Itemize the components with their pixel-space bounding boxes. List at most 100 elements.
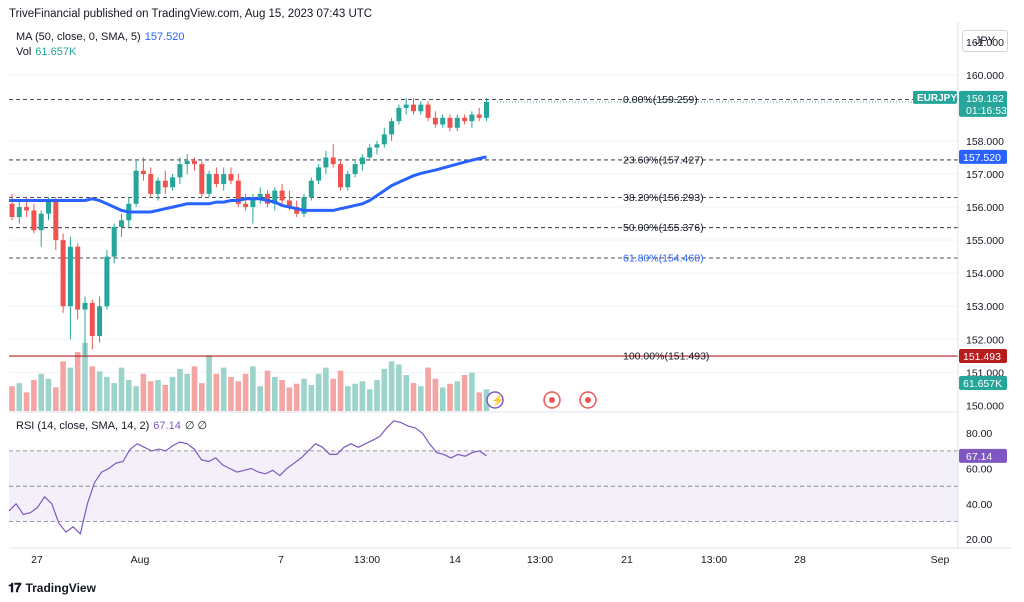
volume-bar bbox=[191, 366, 198, 411]
rsi-tick-label: 20.00 bbox=[966, 534, 992, 546]
candle-body bbox=[192, 160, 197, 165]
candle-body bbox=[155, 180, 161, 194]
volume-bar bbox=[323, 367, 329, 411]
rsi-value-label: 67.14 bbox=[966, 451, 992, 463]
candle-body bbox=[140, 170, 146, 175]
countdown-label: 01:16:53 bbox=[966, 105, 1007, 117]
rsi-legend-value: 67.14 bbox=[153, 420, 181, 432]
volume-bar bbox=[439, 387, 446, 411]
candle-body bbox=[352, 164, 358, 175]
volume-bar bbox=[89, 366, 96, 411]
price-tick-label: 153.000 bbox=[966, 301, 1004, 313]
currency-button[interactable]: JPY bbox=[962, 30, 1008, 52]
volume-bar bbox=[388, 361, 395, 411]
price-tick-label: 150.000 bbox=[966, 400, 1004, 412]
candle-body bbox=[170, 177, 176, 188]
volume-bar bbox=[330, 378, 336, 411]
candle-body bbox=[316, 167, 322, 181]
ma-legend-label: MA (50, close, 0, SMA, 5) bbox=[16, 31, 141, 43]
candle-body bbox=[440, 117, 446, 125]
candle-body bbox=[462, 117, 468, 122]
candle-body bbox=[162, 180, 168, 188]
time-tick-label: 13:00 bbox=[701, 554, 727, 566]
volume-bar bbox=[133, 386, 139, 411]
candle-body bbox=[46, 200, 51, 214]
time-tick-label: 7 bbox=[278, 554, 284, 566]
volume-bar bbox=[381, 368, 388, 411]
rsi-tick-label: 80.00 bbox=[966, 428, 992, 440]
economic-event-dot bbox=[549, 397, 555, 403]
candle-body bbox=[381, 134, 387, 145]
volume-bar bbox=[74, 352, 81, 411]
candle-body bbox=[476, 114, 482, 118]
fib-label: 38.20%(156.293) bbox=[623, 192, 704, 204]
price-axis: 151.000152.000153.000154.000155.000156.0… bbox=[966, 37, 1004, 413]
candle-body bbox=[308, 180, 314, 198]
volume-bar bbox=[257, 386, 263, 411]
volume-bar bbox=[155, 380, 161, 411]
candle-body bbox=[447, 117, 453, 128]
volume-bar bbox=[16, 383, 23, 411]
vol-legend[interactable]: Vol 61.657K bbox=[16, 46, 76, 58]
ma-price-label-bg bbox=[959, 149, 1007, 164]
publisher-header: TriveFinancial published on TradingView.… bbox=[9, 8, 373, 20]
candle-body bbox=[338, 164, 343, 188]
rsi-band-fill bbox=[9, 450, 958, 522]
volume-bar bbox=[45, 378, 52, 411]
volume-bar bbox=[403, 375, 409, 411]
rsi-legend-label: RSI (14, close, SMA, 14, 2) bbox=[16, 420, 150, 432]
volume-bar bbox=[104, 376, 110, 411]
footer-brand[interactable]: 𝟏𝟕 TradingView bbox=[8, 580, 96, 596]
volume-bar bbox=[418, 386, 424, 411]
candle-body bbox=[38, 213, 44, 231]
candle-body bbox=[199, 164, 205, 194]
volume-bar bbox=[118, 367, 125, 411]
candle-body bbox=[484, 101, 489, 118]
candle-body bbox=[367, 147, 373, 158]
volume-bar bbox=[301, 378, 307, 411]
candle-body bbox=[221, 174, 227, 184]
volume-bar bbox=[31, 380, 37, 411]
volume-bar bbox=[228, 376, 234, 411]
volume-bar bbox=[177, 368, 183, 411]
volume-bars bbox=[9, 342, 490, 411]
candle-body bbox=[323, 157, 329, 168]
price-tick-label: 160.000 bbox=[966, 70, 1004, 82]
volume-bar bbox=[9, 386, 15, 411]
volume-bar bbox=[366, 389, 373, 411]
time-tick-label: 28 bbox=[794, 554, 806, 566]
candle-body bbox=[257, 193, 263, 198]
symbol-tag: EURJPY bbox=[917, 93, 957, 104]
rsi-legend[interactable]: RSI (14, close, SMA, 14, 2) 67.14 ∅ ∅ bbox=[16, 419, 207, 432]
candle-body bbox=[9, 203, 15, 217]
last-price-label: 159.182 bbox=[966, 93, 1004, 105]
volume-price-label-bg bbox=[959, 376, 1007, 390]
footer-brand-label: TradingView bbox=[25, 581, 96, 595]
price-grid bbox=[9, 74, 958, 373]
lightning-glyph: ⚡ bbox=[491, 394, 505, 407]
candle-body bbox=[250, 197, 256, 208]
volume-bar bbox=[206, 355, 212, 411]
price-tick-label: 161.000 bbox=[966, 37, 1004, 49]
time-tick-label: 27 bbox=[31, 554, 43, 566]
time-tick-label: Aug bbox=[131, 554, 150, 566]
price-tick-label: 154.000 bbox=[966, 268, 1004, 280]
volume-bar bbox=[220, 367, 227, 411]
candle-body bbox=[53, 200, 59, 241]
candle-body bbox=[111, 226, 117, 257]
fib-label: 50.00%(155.376) bbox=[623, 222, 704, 234]
event-markers: ⚡ bbox=[486, 391, 597, 409]
candle-body bbox=[119, 220, 124, 227]
ma-legend[interactable]: MA (50, close, 0, SMA, 5) 157.520 bbox=[16, 31, 184, 43]
candle-body bbox=[396, 107, 402, 122]
fib100-price-label-bg bbox=[959, 349, 1007, 364]
candle-body bbox=[148, 174, 154, 194]
price-tick-label: 152.000 bbox=[966, 334, 1004, 346]
candle-body bbox=[133, 170, 139, 204]
rsi-value-bg bbox=[959, 448, 1007, 463]
rsi-tick-label: 60.00 bbox=[966, 464, 992, 476]
volume-bar bbox=[111, 383, 117, 411]
economic-event-dot bbox=[585, 397, 591, 403]
